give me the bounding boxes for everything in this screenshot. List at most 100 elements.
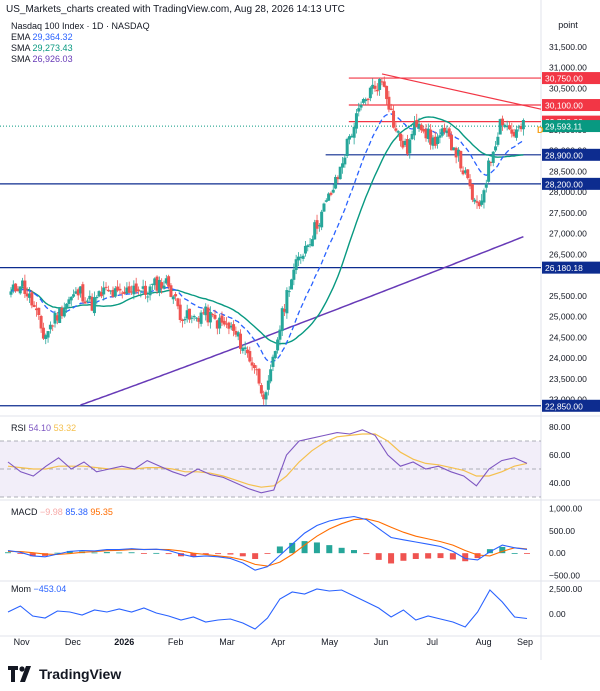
price-tick-label: 24,000.00 <box>549 353 587 363</box>
candle-body <box>241 347 245 351</box>
sma2-legend[interactable]: SMA 26,926.03 <box>11 54 150 65</box>
candle-body <box>255 369 259 371</box>
candle-body <box>507 125 511 130</box>
candle-body <box>55 315 59 321</box>
candle-body <box>148 286 152 296</box>
candle-body <box>28 293 32 298</box>
time-tick-label: Mar <box>219 637 235 647</box>
candle-body <box>18 286 22 294</box>
candle-body <box>292 269 296 280</box>
macd-histogram-bar <box>474 553 481 559</box>
candle-body <box>494 146 498 151</box>
candle-body <box>146 296 150 298</box>
candle-body <box>477 202 481 207</box>
macd-legend[interactable]: MACD −9.98 85.38 95.35 <box>11 507 113 518</box>
candle-body <box>287 291 291 293</box>
candle-body <box>306 245 310 248</box>
candle-body <box>262 394 266 400</box>
candle-body <box>69 296 73 301</box>
mom-label: Mom <box>11 584 31 594</box>
candle-body <box>380 81 384 83</box>
time-tick-label: Jun <box>374 637 389 647</box>
candle-body <box>392 110 396 128</box>
candle-body <box>315 220 319 229</box>
candle-body <box>463 170 467 173</box>
candle-body <box>34 308 38 311</box>
macd-tick-label: 0.00 <box>549 548 566 558</box>
price-level-value: 28,900.00 <box>545 150 583 160</box>
candle-body <box>459 150 463 169</box>
candle-body <box>206 307 210 323</box>
candle-body <box>250 362 254 366</box>
candle-body <box>9 291 13 295</box>
candle-body <box>452 147 456 151</box>
sma2-value: 26,926.03 <box>32 54 73 64</box>
main-legend: Nasdaq 100 Index · 1D · NASDAQ EMA 29,36… <box>11 21 150 65</box>
candle-body <box>343 157 347 165</box>
ema-legend[interactable]: EMA 29,364.32 <box>11 32 150 43</box>
rsi-line <box>7 429 528 494</box>
candle-body <box>489 161 493 163</box>
price-tick-label: 26,500.00 <box>549 249 587 259</box>
candle-body <box>74 291 78 294</box>
candle-body <box>371 84 375 89</box>
candle-body <box>454 147 458 158</box>
candle-body <box>387 96 391 110</box>
candle-body <box>324 200 328 202</box>
candle-body <box>181 319 185 322</box>
candle-body <box>334 176 338 189</box>
time-tick-label: 2026 <box>114 637 134 647</box>
sma1-legend[interactable]: SMA 29,273.43 <box>11 43 150 54</box>
candle-body <box>176 298 180 307</box>
price-tick-label: 25,000.00 <box>549 312 587 322</box>
candle-body <box>466 169 470 179</box>
macd-histogram-bar <box>17 553 24 554</box>
rsi-legend[interactable]: RSI 54.10 53.32 <box>11 423 76 434</box>
candle-body <box>364 99 368 102</box>
rsi-tick-label: 40.00 <box>549 478 571 488</box>
candle-body <box>25 293 29 297</box>
candle-body <box>445 130 449 134</box>
mom-tick-label: 2,500.00 <box>549 584 582 594</box>
macd-tick-label: 500.00 <box>549 526 575 536</box>
price-level-tag <box>542 148 600 161</box>
candle-body <box>245 349 249 354</box>
candle-body <box>90 296 94 311</box>
candle-body <box>229 325 233 328</box>
ema-line <box>10 113 524 363</box>
candle-body <box>39 315 43 329</box>
candle-body <box>491 151 495 163</box>
symbol-title[interactable]: Nasdaq 100 Index · 1D · NASDAQ <box>11 21 150 31</box>
candle-body <box>16 288 20 292</box>
chart-canvas[interactable]: point31,500.0031,000.0030,500.0029,500.0… <box>0 0 600 660</box>
rsi-ma-value: 53.32 <box>53 423 77 433</box>
candle-body <box>290 279 294 290</box>
candle-body <box>412 122 416 136</box>
candle-body <box>512 132 516 137</box>
candle-body <box>394 128 398 131</box>
candle-body <box>338 166 342 180</box>
mom-legend[interactable]: Mom −453.04 <box>11 584 66 595</box>
candle-body <box>134 283 138 292</box>
candle-body <box>92 297 96 314</box>
macd-histogram-bar <box>499 546 506 554</box>
candle-body <box>218 317 222 329</box>
candle-body <box>199 312 203 324</box>
candle-body <box>431 137 435 146</box>
candle-body <box>438 135 442 138</box>
candle-body <box>294 259 298 271</box>
price-level-tag <box>542 399 600 412</box>
candle-body <box>296 256 300 261</box>
candle-body <box>234 330 238 335</box>
tradingview-brand: TradingView <box>39 666 122 682</box>
mom-line <box>7 588 528 630</box>
candle-body <box>32 304 36 308</box>
candle-body <box>79 286 83 294</box>
time-tick-label: Jul <box>427 637 439 647</box>
macd-histogram-bar <box>449 553 456 560</box>
candle-body <box>521 120 525 130</box>
candle-body <box>118 288 122 291</box>
candle-body <box>23 280 27 294</box>
macd-histogram-bar <box>289 542 296 554</box>
candle-body <box>382 81 386 87</box>
